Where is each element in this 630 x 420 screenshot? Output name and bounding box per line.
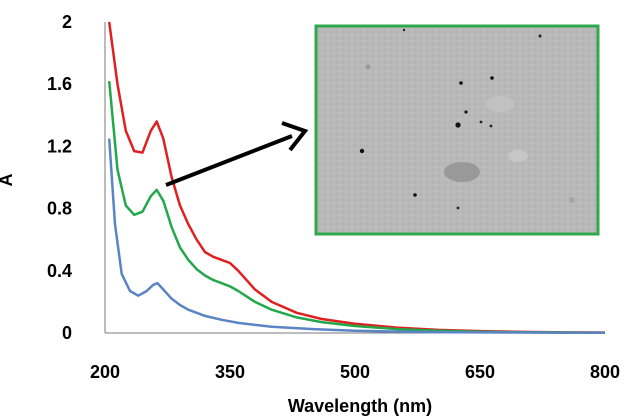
inset-image xyxy=(316,26,598,234)
nanoparticle xyxy=(479,120,483,124)
nanoparticle xyxy=(459,81,463,85)
x-tick-label: 350 xyxy=(215,362,245,382)
y-axis-title: A xyxy=(0,174,16,187)
nanoparticle xyxy=(490,76,494,80)
inset-blob xyxy=(444,162,480,182)
inset-border xyxy=(314,24,600,236)
series-line-2 xyxy=(107,80,606,334)
nanoparticle xyxy=(569,197,575,203)
inset-arrow xyxy=(165,121,309,187)
nanoparticle xyxy=(538,34,542,38)
inset-micrograph xyxy=(314,24,600,236)
series-line-3 xyxy=(107,138,606,335)
arrow-shaft xyxy=(165,134,293,187)
inset-blob xyxy=(508,150,528,162)
nanoparticle xyxy=(413,193,417,197)
arrow-head xyxy=(281,121,309,152)
y-tick-label: 0 xyxy=(62,323,72,343)
y-tick-label: 1.6 xyxy=(47,74,72,94)
nanoparticle xyxy=(489,124,493,128)
nanoparticle xyxy=(365,64,371,70)
y-tick-label: 0.8 xyxy=(47,199,72,219)
x-tick-labels: 200 350 500 650 800 xyxy=(90,362,620,382)
inset-blob xyxy=(486,96,514,112)
nanoparticle xyxy=(456,206,460,210)
y-tick-labels: 0 0.4 0.8 1.2 1.6 2 xyxy=(47,12,72,343)
y-tick-label: 2 xyxy=(62,12,72,32)
nanoparticle xyxy=(464,110,468,114)
nanoparticle xyxy=(402,28,406,32)
nanoparticle xyxy=(455,122,461,128)
x-tick-label: 200 xyxy=(90,362,120,382)
x-tick-label: 500 xyxy=(340,362,370,382)
nanoparticle xyxy=(359,148,365,154)
y-tick-label: 1.2 xyxy=(47,136,72,156)
series-lines xyxy=(107,21,606,335)
x-tick-label: 650 xyxy=(465,362,495,382)
x-axis-title: Wavelength (nm) xyxy=(288,396,432,416)
y-tick-label: 0.4 xyxy=(47,261,72,281)
x-tick-label: 800 xyxy=(590,362,620,382)
